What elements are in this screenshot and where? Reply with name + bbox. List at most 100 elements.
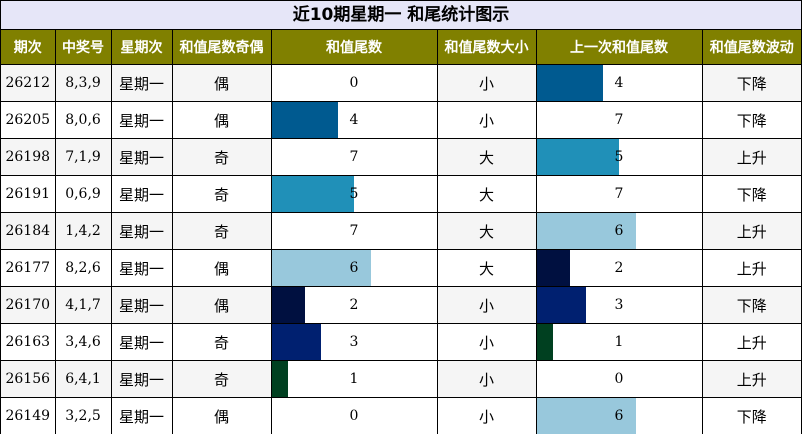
table-row: 26191 0,6,9 星期一奇 5 大 7 下降 [1, 175, 801, 213]
stats-table: 期次 中奖号 星期次 和值尾数奇偶 和值尾数 和值尾数大小 上一次和值尾数 和值… [1, 30, 801, 434]
cell-tail: 1 [270, 360, 438, 398]
cell-issue: 26170 [1, 286, 56, 324]
cell-parity: 奇 [171, 323, 272, 361]
bar-value: 7 [614, 186, 624, 202]
table-row: 26212 8,3,9 星期一偶 0 小 4 下降 [1, 64, 801, 102]
bar-fill [536, 287, 586, 323]
cell-numbers: 3,4,6 [54, 323, 112, 361]
cell-trend: 下降 [701, 397, 801, 434]
bar-fill [271, 324, 321, 360]
bar-value: 4 [614, 75, 624, 91]
col-header-prev-tail: 上一次和值尾数 [535, 30, 703, 65]
table-row: 26170 4,1,7 星期一偶 2 小 3 下降 [1, 286, 801, 324]
bar-fill [271, 361, 288, 397]
cell-trend: 上升 [701, 138, 801, 176]
cell-parity: 偶 [171, 64, 272, 102]
cell-tail: 7 [270, 212, 438, 250]
cell-numbers: 3,2,5 [54, 397, 112, 434]
col-header-weekday: 星期次 [110, 30, 173, 65]
cell-prev-tail: 1 [535, 323, 703, 361]
cell-tail: 2 [270, 286, 438, 324]
cell-numbers: 0,6,9 [54, 175, 112, 213]
bar-fill [536, 213, 636, 249]
cell-size: 大 [436, 212, 537, 250]
bar-fill [536, 250, 570, 286]
cell-parity: 奇 [171, 175, 272, 213]
cell-parity: 偶 [171, 249, 272, 287]
bar-value: 4 [349, 112, 359, 128]
bar-fill [271, 287, 305, 323]
cell-weekday: 星期一 [110, 101, 173, 139]
cell-numbers: 8,3,9 [54, 64, 112, 102]
cell-size: 小 [436, 323, 537, 361]
cell-prev-tail: 4 [535, 64, 703, 102]
cell-size: 小 [436, 101, 537, 139]
cell-size: 大 [436, 249, 537, 287]
cell-weekday: 星期一 [110, 397, 173, 434]
bar-fill [536, 398, 636, 434]
bar-value: 0 [349, 75, 359, 91]
cell-parity: 奇 [171, 212, 272, 250]
cell-weekday: 星期一 [110, 175, 173, 213]
cell-weekday: 星期一 [110, 286, 173, 324]
bar-value: 2 [349, 297, 359, 313]
table-row: 26177 8,2,6 星期一偶 6 大 2 上升 [1, 249, 801, 287]
cell-issue: 26191 [1, 175, 56, 213]
cell-issue: 26149 [1, 397, 56, 434]
cell-numbers: 8,2,6 [54, 249, 112, 287]
bar-value: 3 [614, 297, 624, 313]
cell-prev-tail: 5 [535, 138, 703, 176]
cell-trend: 下降 [701, 64, 801, 102]
cell-numbers: 6,4,1 [54, 360, 112, 398]
bar-fill [536, 139, 619, 175]
bar-fill [536, 65, 603, 101]
cell-prev-tail: 7 [535, 101, 703, 139]
cell-tail: 0 [270, 64, 438, 102]
cell-prev-tail: 0 [535, 360, 703, 398]
table-row: 26156 6,4,1 星期一奇 1 小 0 上升 [1, 360, 801, 398]
bar-value: 0 [349, 408, 359, 424]
bar-value: 7 [614, 112, 624, 128]
page-title: 近10期星期一 和尾统计图示 [1, 1, 801, 30]
cell-parity: 偶 [171, 397, 272, 434]
bar-fill [271, 176, 354, 212]
cell-tail: 4 [270, 101, 438, 139]
bar-fill [271, 102, 338, 138]
cell-parity: 偶 [171, 101, 272, 139]
bar-value: 3 [349, 334, 359, 350]
cell-issue: 26212 [1, 64, 56, 102]
bar-value: 2 [614, 260, 624, 276]
bar-value: 5 [614, 149, 624, 165]
cell-issue: 26205 [1, 101, 56, 139]
cell-prev-tail: 3 [535, 286, 703, 324]
cell-numbers: 4,1,7 [54, 286, 112, 324]
cell-numbers: 7,1,9 [54, 138, 112, 176]
table-row: 26205 8,0,6 星期一偶 4 小 7 下降 [1, 101, 801, 139]
cell-trend: 下降 [701, 175, 801, 213]
cell-tail: 6 [270, 249, 438, 287]
cell-weekday: 星期一 [110, 64, 173, 102]
cell-prev-tail: 6 [535, 397, 703, 434]
cell-trend: 上升 [701, 249, 801, 287]
cell-weekday: 星期一 [110, 249, 173, 287]
cell-trend: 上升 [701, 323, 801, 361]
cell-trend: 上升 [701, 212, 801, 250]
table-row: 26198 7,1,9 星期一奇 7 大 5 上升 [1, 138, 801, 176]
cell-weekday: 星期一 [110, 212, 173, 250]
cell-prev-tail: 6 [535, 212, 703, 250]
cell-issue: 26163 [1, 323, 56, 361]
col-header-trend: 和值尾数波动 [701, 30, 801, 65]
table-row: 26149 3,2,5 星期一偶 0 小 6 下降 [1, 397, 801, 434]
bar-value: 0 [614, 371, 624, 387]
col-header-size: 和值尾数大小 [436, 30, 537, 65]
col-header-tail: 和值尾数 [270, 30, 438, 65]
cell-size: 大 [436, 175, 537, 213]
cell-issue: 26198 [1, 138, 56, 176]
cell-size: 小 [436, 397, 537, 434]
bar-value: 5 [349, 186, 359, 202]
cell-issue: 26184 [1, 212, 56, 250]
cell-size: 小 [436, 64, 537, 102]
cell-parity: 奇 [171, 360, 272, 398]
bar-value: 7 [349, 149, 359, 165]
